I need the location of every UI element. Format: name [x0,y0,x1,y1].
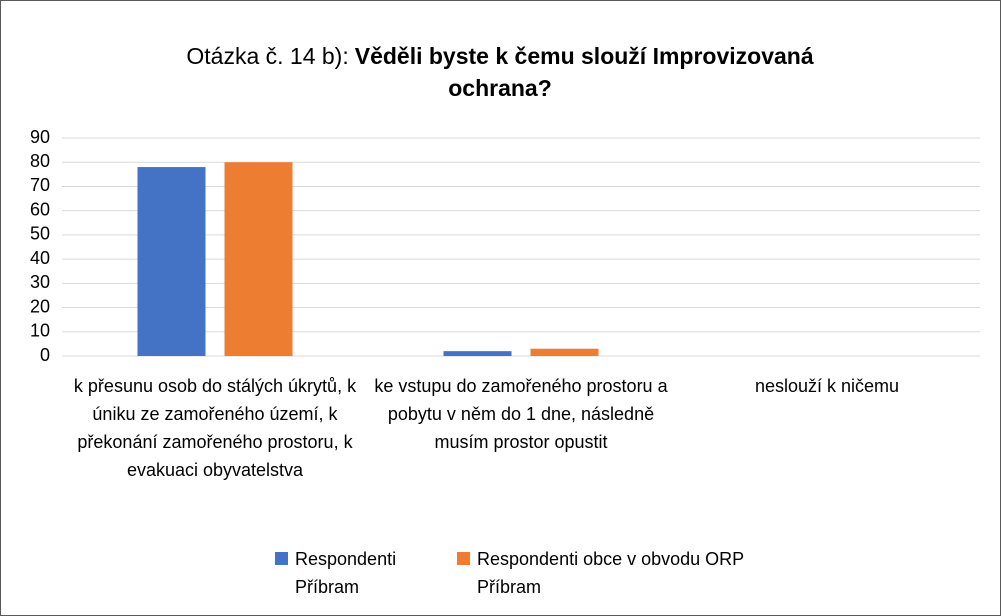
x-tick-label: k přesunu osob do stálých úkrytů, k únik… [73,376,357,480]
legend-label: Respondenti obce v obvodu ORP Příbram [477,549,744,597]
x-tick-label: neslouží k ničemu [754,376,900,396]
bar [443,351,512,356]
legend-swatch [275,552,288,565]
title-prefix: Otázka č. 14 b): [186,43,349,69]
legend-label: Respondenti Příbram [295,549,397,597]
bar [530,348,599,356]
bar [137,167,206,356]
chart-title: Otázka č. 14 b): Věděli byste k čemu slou… [150,40,850,104]
y-tick-label: 20 [30,296,50,316]
y-tick-label: 10 [30,321,50,341]
title-bold: Věděli byste k čemu slouží Improvizovaná… [354,43,814,101]
y-tick-label: 70 [30,175,50,195]
y-tick-label: 50 [30,224,50,244]
y-tick-label: 30 [30,272,50,292]
y-tick-label: 60 [30,199,50,219]
bar [224,162,293,356]
y-tick-label: 80 [30,151,50,171]
x-tick-label: ke vstupu do zamořeného prostoru a pobyt… [374,376,668,452]
y-tick-label: 40 [30,248,50,268]
legend-swatch [457,552,470,565]
y-tick-label: 90 [30,127,50,147]
y-tick-label: 0 [40,345,50,365]
